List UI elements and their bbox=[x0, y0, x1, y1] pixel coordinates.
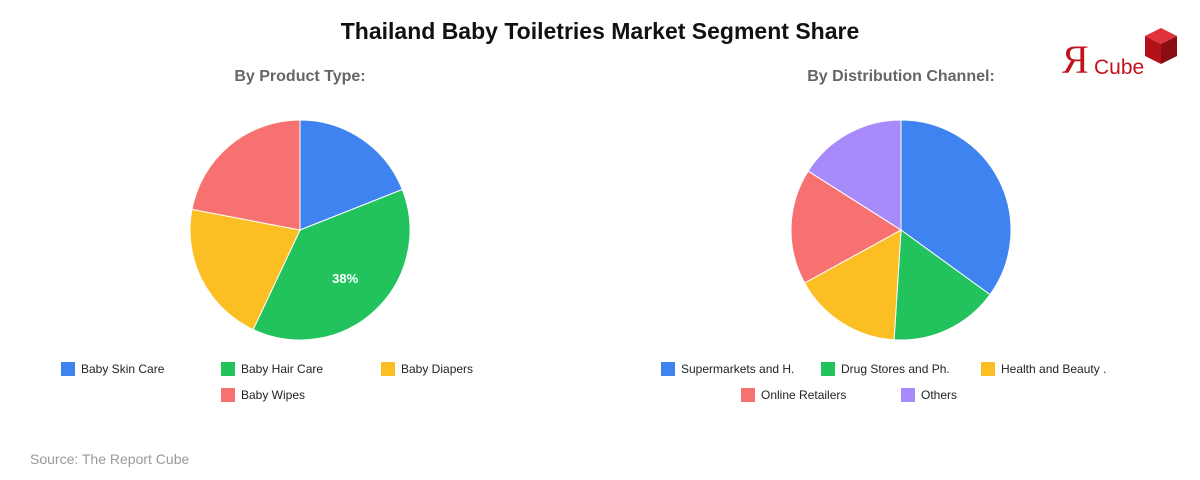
pie-slice-baby-wipes bbox=[191, 119, 301, 231]
pie-slice-baby-diapers bbox=[189, 208, 301, 331]
pie-slice-baby-hair-care bbox=[252, 188, 411, 341]
legend-swatch bbox=[221, 388, 235, 402]
legend-item-baby-hair-care[interactable]: Baby Hair Care bbox=[221, 361, 323, 377]
legend-label: Drug Stores and Ph. bbox=[841, 362, 950, 376]
pie-slice-supermarkets-and-h bbox=[900, 119, 1012, 296]
legend-item-online-retailers[interactable]: Online Retailers bbox=[741, 387, 846, 403]
legend-swatch bbox=[61, 362, 75, 376]
legend-label: Baby Hair Care bbox=[241, 362, 324, 376]
cube-icon bbox=[1145, 28, 1177, 64]
pie-data-label-baby-hair-care: 38% bbox=[332, 271, 358, 286]
legend-swatch bbox=[821, 362, 835, 376]
report-cube-logo: Я Cube bbox=[1062, 26, 1182, 82]
pie-slice-others bbox=[807, 119, 902, 231]
legend-item-supermarkets-and-h[interactable]: Supermarkets and H. bbox=[661, 361, 794, 377]
legend-label: Baby Skin Care bbox=[81, 362, 165, 376]
logo-letter: Я bbox=[1062, 37, 1089, 82]
logo-word: Cube bbox=[1094, 56, 1145, 79]
source-note: Source: The Report Cube bbox=[30, 451, 190, 467]
distribution-channel-chart-title: By Distribution Channel: bbox=[807, 68, 995, 85]
legend-swatch bbox=[661, 362, 675, 376]
legend-item-baby-diapers[interactable]: Baby Diapers bbox=[381, 361, 473, 377]
legend-swatch bbox=[901, 388, 915, 402]
legend-item-health-and-beauty[interactable]: Health and Beauty . bbox=[981, 361, 1106, 377]
pie-slice-drug-stores-and-ph bbox=[893, 229, 991, 341]
legend-swatch bbox=[221, 362, 235, 376]
legend-item-baby-wipes[interactable]: Baby Wipes bbox=[221, 387, 305, 403]
legend-swatch bbox=[381, 362, 395, 376]
legend-swatch bbox=[741, 388, 755, 402]
legend-label: Health and Beauty . bbox=[1001, 362, 1107, 376]
pie-slice-health-and-beauty bbox=[803, 229, 902, 341]
legend-item-others[interactable]: Others bbox=[901, 387, 957, 403]
pie-slice-baby-skin-care bbox=[299, 119, 403, 231]
legend-label: Supermarkets and H. bbox=[681, 362, 795, 376]
product-type-pie-chart: 38% bbox=[189, 119, 411, 341]
product-type-chart-title: By Product Type: bbox=[234, 68, 366, 85]
legend-label: Baby Diapers bbox=[401, 362, 474, 376]
legend-label: Baby Wipes bbox=[241, 388, 306, 402]
legend-label: Online Retailers bbox=[761, 388, 847, 402]
legend-item-drug-stores-and-ph[interactable]: Drug Stores and Ph. bbox=[821, 361, 950, 377]
legend-swatch bbox=[981, 362, 995, 376]
page-title: Thailand Baby Toiletries Market Segment … bbox=[340, 18, 860, 44]
legend-item-baby-skin-care[interactable]: Baby Skin Care bbox=[61, 361, 164, 377]
pie-slice-online-retailers bbox=[790, 170, 902, 284]
distribution-channel-pie-chart bbox=[790, 119, 1012, 341]
legend-label: Others bbox=[921, 388, 958, 402]
